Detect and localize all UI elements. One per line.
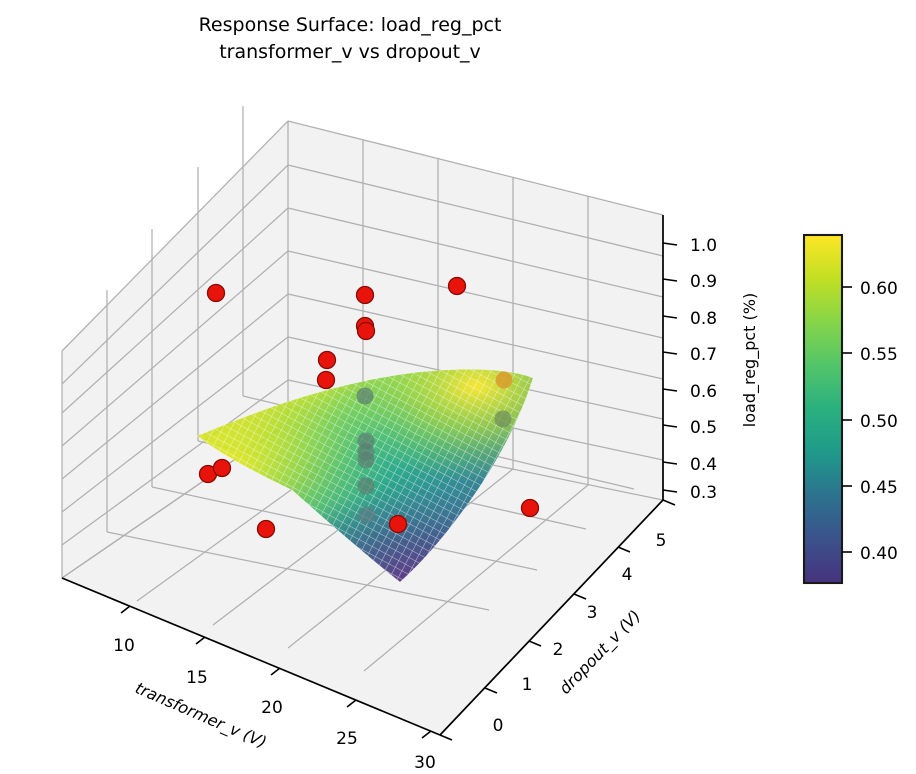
- axis-spines: [61, 215, 664, 736]
- scatter-point: [447, 276, 467, 296]
- pane-left-wall: [62, 121, 288, 578]
- x-tick-label: 30: [414, 753, 436, 773]
- y-axis-spine: [439, 499, 664, 736]
- x-tick-label: 15: [186, 668, 208, 688]
- colorbar-tick-labels: 0.60 0.55 0.50 0.45 0.40: [860, 279, 898, 564]
- x-axis-label: transformer_v (V): [132, 678, 269, 753]
- z-tick-label: 1.0: [690, 236, 717, 256]
- scatter-point: [520, 498, 540, 518]
- x-tick-label: 20: [261, 698, 283, 718]
- scatter-point: [495, 371, 513, 389]
- z-tick-label: 0.9: [690, 272, 717, 292]
- z-tick-label: 0.6: [690, 382, 717, 402]
- y-tick-label: 3: [587, 603, 598, 623]
- pane-floor: [62, 423, 663, 735]
- z-tick-labels: 1.0 0.9 0.8 0.7 0.6 0.5 0.4 0.3: [690, 236, 717, 503]
- scatter-points: [198, 276, 540, 539]
- scatter-point: [388, 514, 408, 534]
- y-tick-labels: 0 1 2 3 4 5: [493, 531, 667, 736]
- y-axis-label: dropout_v (V): [555, 606, 645, 698]
- scatter-point: [357, 451, 375, 469]
- scatter-point: [356, 321, 376, 341]
- colorbar-tick-label: 0.45: [860, 478, 898, 498]
- z-tick-label: 0.3: [690, 483, 717, 503]
- colorbar-tick-label: 0.50: [860, 412, 898, 432]
- z-tick-label: 0.4: [690, 455, 717, 475]
- y-tick-label: 2: [553, 640, 564, 660]
- scatter-point: [357, 477, 375, 495]
- x-axis-spine: [61, 577, 441, 736]
- z-axis-label: load_reg_pct (%): [740, 293, 760, 427]
- y-tick-label: 1: [522, 675, 533, 695]
- z-tick-label: 0.8: [690, 309, 717, 329]
- y-tick-label: 4: [622, 565, 633, 585]
- scatter-point: [358, 506, 376, 524]
- y-tick-marks: [439, 499, 676, 741]
- scatter-point: [317, 350, 337, 370]
- scatter-point: [356, 387, 374, 405]
- colorbar-tick-label: 0.60: [860, 279, 898, 299]
- colorbar-tick-marks: [842, 286, 852, 553]
- x-tick-marks: [120, 605, 432, 739]
- grid-left-vertical: [61, 106, 244, 578]
- x-tick-label: 10: [113, 636, 135, 656]
- scatter-point: [494, 410, 512, 428]
- scatter-point: [316, 370, 336, 390]
- z-tick-label: 0.5: [690, 418, 717, 438]
- colorbar[interactable]: 0.60 0.55 0.50 0.45 0.40: [802, 233, 898, 585]
- grid-left-horizontal: [61, 120, 289, 579]
- scatter-point: [256, 519, 276, 539]
- scatter-point: [355, 285, 375, 305]
- y-tick-label: 0: [493, 716, 504, 736]
- scatter-point: [212, 458, 232, 478]
- z-tick-marks: [662, 242, 678, 493]
- tick-marks: [120, 242, 678, 741]
- x-tick-label: 25: [336, 729, 358, 749]
- x-tick-labels: 10 15 20 25 30: [113, 636, 436, 773]
- z-tick-label: 0.7: [690, 345, 717, 365]
- colorbar-tick-label: 0.55: [860, 345, 898, 365]
- scatter-point: [206, 283, 226, 303]
- scatter-points-occluded: [356, 371, 513, 524]
- colorbar-gradient: [802, 233, 844, 585]
- colorbar-tick-label: 0.40: [860, 544, 898, 564]
- chart-title: Response Surface: load_reg_pct transform…: [198, 14, 502, 63]
- y-tick-label: 5: [656, 531, 667, 551]
